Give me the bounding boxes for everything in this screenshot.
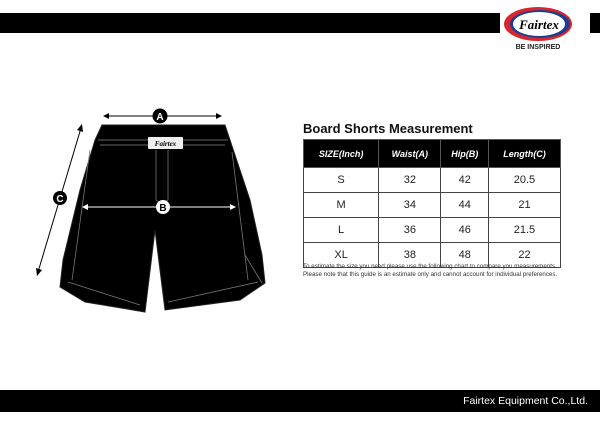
measure-b: B: [82, 200, 236, 214]
table-row: S 32 42 20.5: [302, 167, 562, 193]
cell: 42: [440, 167, 489, 193]
table-row: M 34 44 21: [302, 192, 562, 218]
cell: L: [302, 217, 380, 243]
table-row: L 36 46 21.5: [302, 217, 562, 243]
cell: 34: [378, 192, 442, 218]
svg-text:Fairtex: Fairtex: [518, 17, 559, 32]
cell: 22: [487, 242, 562, 268]
note-line: Please note that this guide is an estima…: [303, 271, 558, 278]
measure-a: A: [103, 108, 222, 124]
cell: 32: [378, 167, 442, 193]
header-size: SIZE(Inch): [302, 139, 380, 168]
table-row: XL 38 48 22: [302, 242, 562, 268]
cell: 20.5: [487, 167, 562, 193]
header-length: Length(C): [487, 139, 562, 168]
top-band: [0, 13, 600, 33]
fairtex-logo: Fairtex BE INSPIRED: [500, 2, 590, 52]
note-line: To estimate the size you need please use…: [303, 263, 557, 270]
cell: S: [302, 167, 380, 193]
waistband-logo: Fairtex: [155, 140, 177, 148]
size-note: To estimate the size you need please use…: [303, 263, 557, 279]
svg-text:BE INSPIRED: BE INSPIRED: [516, 44, 561, 51]
svg-text:A: A: [156, 112, 163, 123]
cell: M: [302, 192, 380, 218]
cell: 21.5: [487, 217, 562, 243]
measure-c: C: [36, 124, 83, 276]
cell: 21: [487, 192, 562, 218]
chart-title: Board Shorts Measurement: [303, 121, 473, 136]
footer-band: [0, 390, 600, 412]
waistband-label: [148, 137, 183, 149]
footer-text: Fairtex Equipment Co.,Ltd.: [463, 395, 588, 407]
header-waist: Waist(A): [378, 139, 442, 168]
svg-text:B: B: [159, 203, 166, 214]
size-table: SIZE(Inch) Waist(A) Hip(B) Length(C) S 32…: [302, 139, 562, 268]
svg-text:C: C: [56, 194, 63, 205]
cell: 46: [440, 217, 489, 243]
cell: 36: [378, 217, 442, 243]
cell: 48: [440, 242, 489, 268]
table-header-row: SIZE(Inch) Waist(A) Hip(B) Length(C): [302, 139, 562, 168]
cell: 44: [440, 192, 489, 218]
shorts-shape: [59, 124, 266, 313]
shorts-diagram: Fairtex A B C: [36, 108, 266, 313]
cell: 38: [378, 242, 442, 268]
header-hip: Hip(B): [440, 139, 489, 168]
